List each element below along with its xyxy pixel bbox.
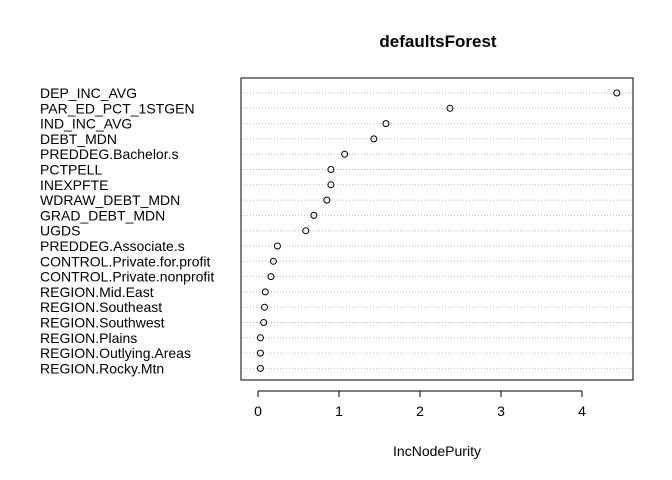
plot-frame [240,77,634,381]
variable-label: REGION.Rocky.Mtn [40,360,164,376]
variable-label: REGION.Outlying.Areas [40,345,191,361]
variable-label: WDRAW_DEBT_MDN [40,192,180,208]
data-point [370,135,378,143]
variable-label: REGION.Southwest [40,315,165,331]
data-point [256,364,264,372]
variable-label: PCTPELL [40,162,102,178]
x-tick-label: 0 [254,403,262,419]
x-axis: 0 1 2 3 4 [254,390,586,419]
x-tick-label: 2 [416,403,424,419]
data-point [323,196,331,204]
data-point [382,120,390,128]
variable-label: DEP_INC_AVG [40,85,137,101]
data-point [302,227,310,235]
data-point [256,349,264,357]
data-point [613,89,621,97]
data-point [260,303,268,311]
variable-label: CONTROL.Private.nonprofit [40,269,214,285]
variable-label: INEXPFTE [40,177,108,193]
data-point [269,257,277,265]
x-tick-label: 1 [335,403,343,419]
x-axis-title: IncNodePurity [393,443,481,459]
data-point [256,334,264,342]
variable-label: REGION.Plains [40,330,137,346]
data-point [273,242,281,250]
data-point [341,150,349,158]
variable-label: PREDDEG.Bachelor.s [40,146,179,162]
grid-lines [241,92,633,369]
data-point [260,319,268,326]
variable-label: IND_INC_AVG [40,116,132,132]
variable-label: DEBT_MDN [40,131,117,147]
x-tick-label: 4 [578,403,586,419]
data-point [267,273,275,281]
data-point [446,104,454,112]
x-tick-label: 3 [497,403,505,419]
variable-label: PAR_ED_PCT_1STGEN [40,100,195,116]
data-point [327,166,335,173]
variable-label: CONTROL.Private.for.profit [40,253,210,269]
data-points [256,89,621,372]
data-point [261,288,269,296]
variable-labels: DEP_INC_AVGPAR_ED_PCT_1STGENIND_INC_AVGD… [40,85,214,376]
data-point [327,181,335,189]
variable-label: REGION.Mid.East [40,284,154,300]
variable-label: GRAD_DEBT_MDN [40,207,165,223]
variable-label: REGION.Southeast [40,299,162,315]
chart-title: defaultsForest [379,32,496,51]
variable-label: PREDDEG.Associate.s [40,238,185,254]
variable-label: UGDS [40,223,80,239]
data-point [310,211,318,219]
